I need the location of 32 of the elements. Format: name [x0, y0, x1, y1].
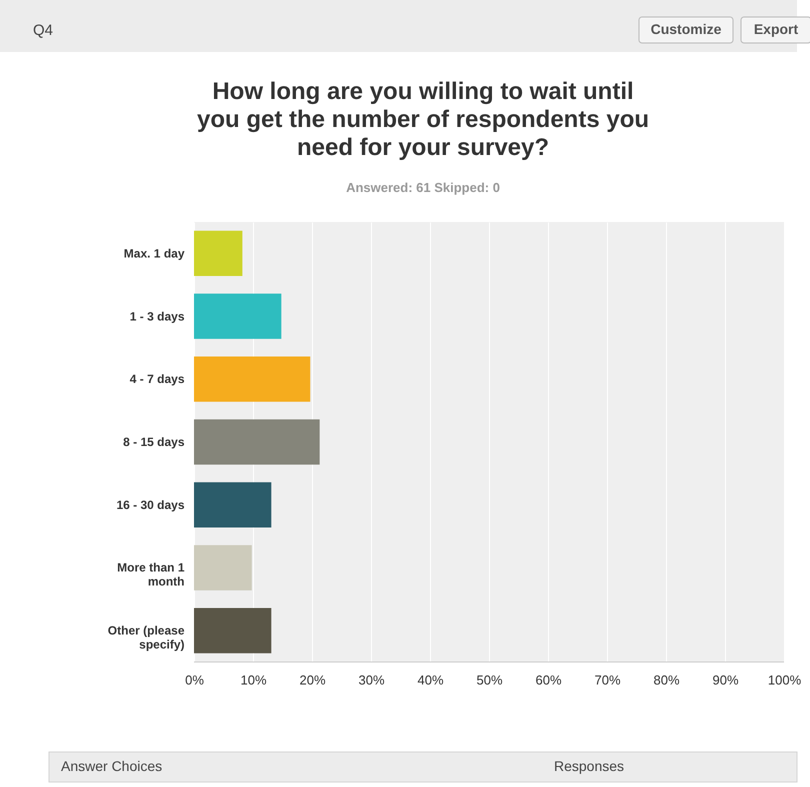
x-tick-label: 0% [185, 672, 204, 688]
x-tick-label: 100% [768, 672, 802, 688]
chart-subtitle: Answered: 61 Skipped: 0 [346, 180, 500, 195]
x-tick-label: 90% [712, 672, 739, 688]
y-tick-label: 4 - 7 days [130, 372, 185, 386]
y-tick-label: Other (please specify) [108, 624, 185, 652]
bar [194, 545, 252, 590]
x-tick-label: 70% [594, 672, 621, 688]
x-tick-label: 20% [299, 672, 326, 688]
bar [194, 419, 320, 465]
y-tick-label: 1 - 3 days [130, 309, 185, 324]
text: Q4 [33, 22, 54, 39]
bar [194, 482, 272, 528]
x-tick-label: 50% [476, 672, 503, 688]
bar [194, 230, 242, 276]
bar [194, 294, 282, 339]
x-tick-label: 80% [653, 672, 680, 688]
x-tick-label: 10% [240, 672, 267, 688]
text: Answer Choices [61, 758, 162, 774]
y-tick-label: 16 - 30 days [116, 498, 185, 512]
y-tick-label: Max. 1 day [124, 246, 185, 260]
x-tick-label: 60% [535, 672, 562, 688]
x-tick-label: 30% [358, 672, 385, 688]
text: Export [754, 21, 799, 37]
y-tick-label: More than 1 month [117, 560, 185, 589]
text: Responses [554, 758, 624, 774]
y-tick-label: 8 - 15 days [123, 435, 185, 449]
chart-title: How long are you willing to wait until you get the number of respondents you need for your survey? [196, 78, 650, 161]
bar [194, 608, 272, 654]
text: Customize [650, 21, 722, 37]
bar [194, 356, 310, 402]
x-tick-label: 40% [417, 672, 444, 688]
